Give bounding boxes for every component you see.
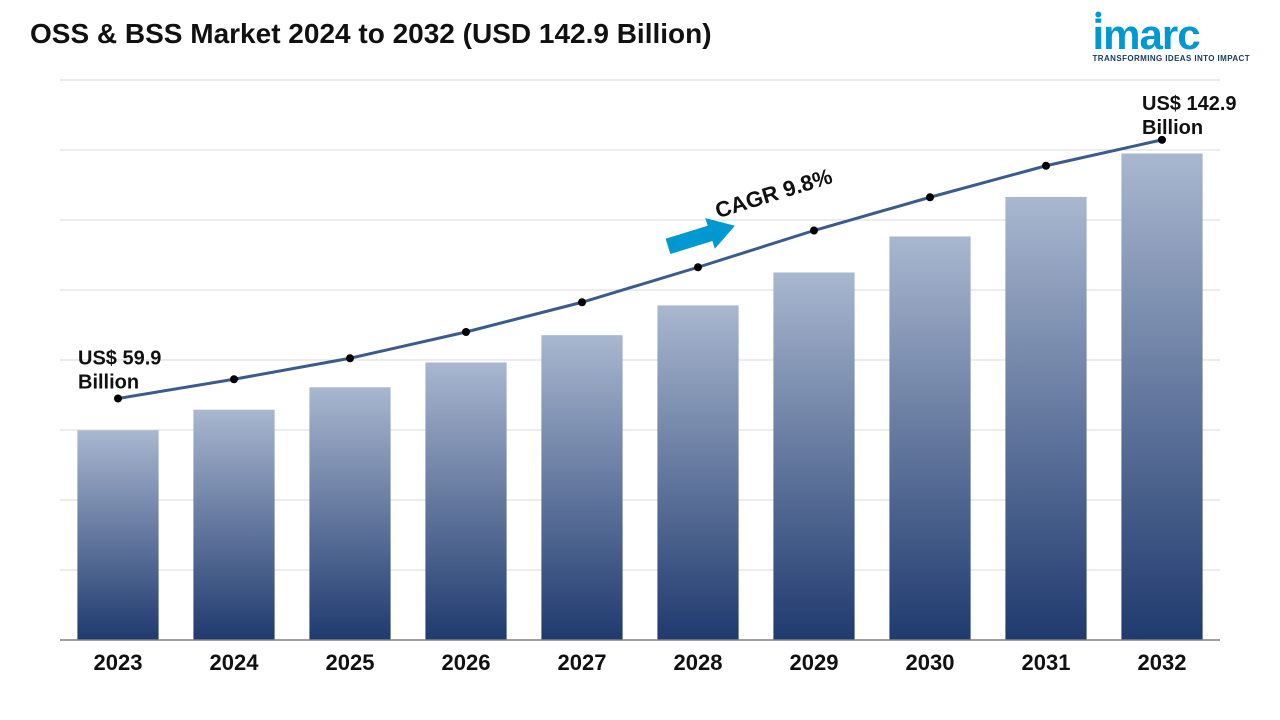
bar — [1121, 154, 1202, 641]
trend-marker — [462, 328, 470, 336]
trend-marker — [578, 298, 586, 306]
bar — [309, 387, 390, 640]
x-axis-label: 2024 — [210, 650, 260, 675]
chart-page: { "title": { "text": "OSS & BSS Market 2… — [0, 0, 1280, 720]
x-axis-label: 2028 — [674, 650, 723, 675]
x-axis-labels: 2023 2024 2025 2026 2027 2028 2029 2030 2031 2032 — [94, 650, 1187, 675]
x-axis-label: 2023 — [94, 650, 143, 675]
end-value-label-line1: US$ 142.9 — [1142, 93, 1237, 115]
bar — [425, 362, 506, 640]
trend-marker — [694, 263, 702, 271]
x-axis-label: 2026 — [442, 650, 491, 675]
trend-marker — [1042, 162, 1050, 170]
end-value-label-line2: Billion — [1142, 117, 1203, 139]
bar — [1005, 197, 1086, 640]
x-axis-label: 2029 — [790, 650, 839, 675]
cagr-arrow-icon — [666, 218, 735, 254]
market-chart: 2023 2024 2025 2026 2027 2028 2029 2030 2031 2032… — [0, 0, 1280, 720]
bar — [889, 236, 970, 640]
x-axis-label: 2025 — [326, 650, 375, 675]
trend-marker — [926, 193, 934, 201]
bar — [193, 410, 274, 640]
cagr-label: CAGR 9.8% — [712, 164, 835, 224]
trend-marker — [230, 375, 238, 383]
bar — [657, 305, 738, 640]
x-axis-label: 2030 — [906, 650, 955, 675]
bars — [77, 154, 1202, 641]
x-axis-label: 2031 — [1022, 650, 1071, 675]
x-axis-label: 2032 — [1138, 650, 1187, 675]
trend-marker — [346, 354, 354, 362]
bar — [77, 430, 158, 640]
start-value-label-line1: US$ 59.9 — [78, 348, 161, 370]
bar — [541, 335, 622, 640]
start-value-label-line2: Billion — [78, 372, 139, 394]
x-axis-label: 2027 — [558, 650, 607, 675]
trend-marker — [810, 227, 818, 235]
bar — [773, 273, 854, 641]
trend-marker — [114, 395, 122, 403]
